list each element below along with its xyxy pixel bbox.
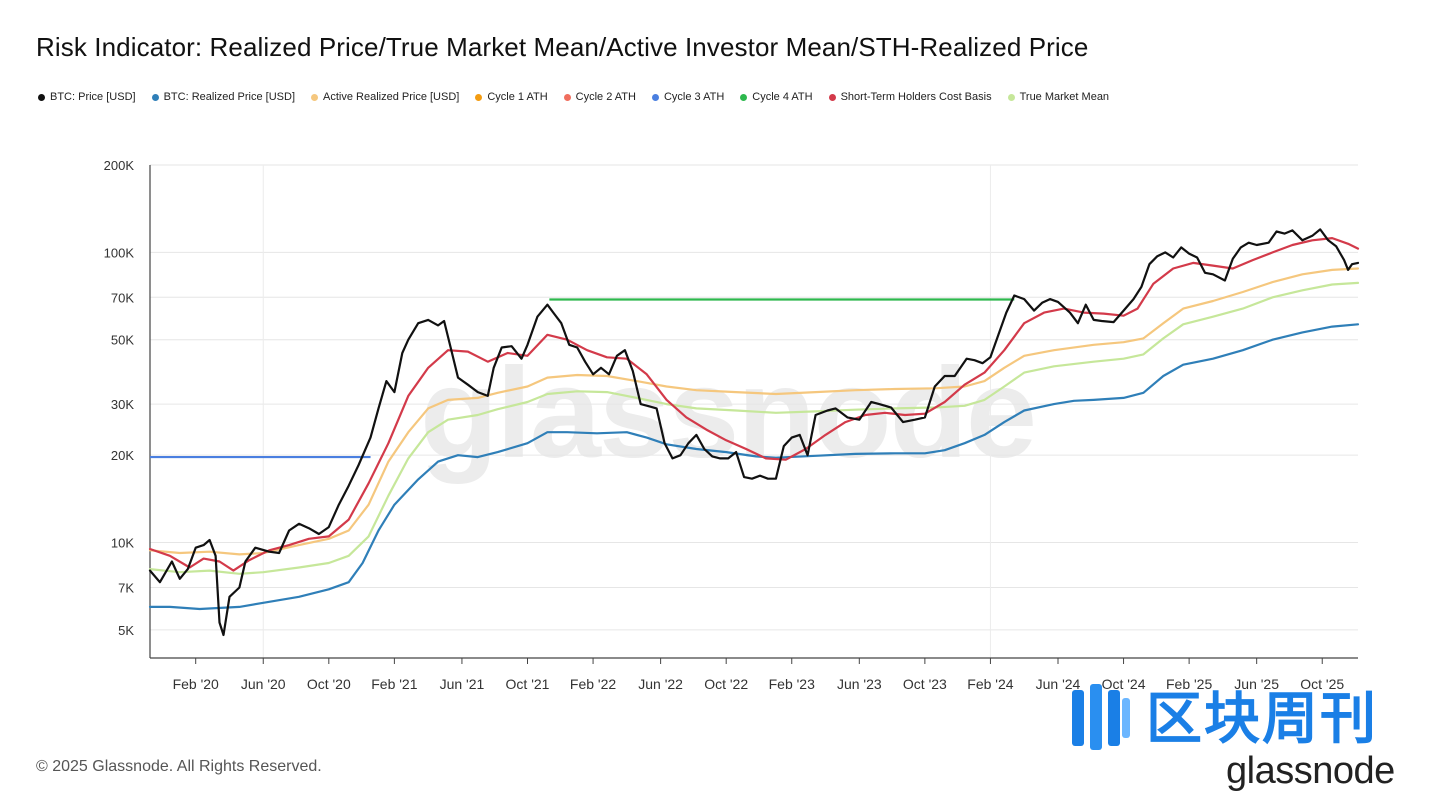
y-tick-label: 100K xyxy=(104,245,135,260)
legend-label: Short-Term Holders Cost Basis xyxy=(840,91,992,103)
y-tick-label: 200K xyxy=(104,158,135,173)
x-tick-label: Oct '25 xyxy=(1300,676,1344,692)
legend-item-btc-price[interactable]: BTC: Price [USD] xyxy=(38,91,136,103)
page-title: Risk Indicator: Realized Price/True Mark… xyxy=(36,32,1089,62)
y-tick-label: 50K xyxy=(111,333,134,348)
legend-dot-icon xyxy=(1007,93,1015,101)
x-tick-label: Feb '24 xyxy=(967,676,1013,692)
y-tick-label: 30K xyxy=(111,397,134,412)
series-line-btc-realized-price-usd xyxy=(148,323,1360,611)
legend-dot-icon xyxy=(151,93,159,101)
legend-item-realized-price[interactable]: BTC: Realized Price [USD] xyxy=(151,91,296,103)
legend-item-cycle-3-ath[interactable]: Cycle 3 ATH xyxy=(651,91,725,103)
x-tick-label: Oct '20 xyxy=(307,676,351,692)
series-line-short-term-holders-cost-basis xyxy=(148,237,1360,572)
x-tick-label: Oct '24 xyxy=(1102,676,1146,692)
legend-item-cycle-2-ath[interactable]: Cycle 2 ATH xyxy=(563,91,636,103)
legend-item-cycle-1-ath[interactable]: Cycle 1 ATH xyxy=(475,91,548,103)
copyright-footer: © 2025 Glassnode. All Rights Reserved. xyxy=(36,758,322,775)
x-tick-label: Feb '22 xyxy=(570,676,616,692)
y-tick-label: 5K xyxy=(118,623,134,638)
legend-label: BTC: Price [USD] xyxy=(50,91,136,103)
x-tick-label: Jun '20 xyxy=(241,676,286,692)
series-line-active-realized-price-usd xyxy=(148,267,1360,556)
legend-item-cycle-4-ath[interactable]: Cycle 4 ATH xyxy=(740,91,813,103)
legend-dot-icon xyxy=(828,93,836,101)
x-tick-label: Jun '25 xyxy=(1234,676,1279,692)
chart-legend: BTC: Price [USD] BTC: Realized Price [US… xyxy=(38,91,1125,103)
x-tick-label: Feb '21 xyxy=(371,676,417,692)
watermark-chinese-text: 区块周刊 xyxy=(1146,687,1378,752)
legend-label: True Market Mean xyxy=(1019,91,1110,103)
series-line-true-market-mean xyxy=(148,281,1360,575)
series-line-btc-price-usd xyxy=(148,228,1360,637)
x-tick-label: Jun '22 xyxy=(638,676,683,692)
x-tick-label: Oct '21 xyxy=(506,676,550,692)
x-tick-label: Oct '22 xyxy=(704,676,748,692)
legend-dot-icon xyxy=(311,93,319,101)
x-tick-label: Feb '23 xyxy=(769,676,815,692)
legend-label: Cycle 4 ATH xyxy=(752,91,813,103)
x-tick-label: Feb '20 xyxy=(173,676,219,692)
legend-item-sth-cost-basis[interactable]: Short-Term Holders Cost Basis xyxy=(828,91,992,103)
x-tick-label: Jun '24 xyxy=(1036,676,1081,692)
legend-label: Cycle 3 ATH xyxy=(663,91,725,103)
background-watermark: glassnode xyxy=(420,342,1037,485)
y-tick-label: 20K xyxy=(111,448,134,463)
y-tick-label: 10K xyxy=(111,536,134,551)
legend-dot-icon xyxy=(475,93,483,101)
x-tick-label: Feb '25 xyxy=(1166,676,1212,692)
legend-dot-icon xyxy=(651,93,659,101)
legend-label: Cycle 2 ATH xyxy=(575,91,636,103)
block-weekly-logo-icon xyxy=(1072,684,1130,750)
legend-label: Active Realized Price [USD] xyxy=(323,91,460,103)
y-tick-label: 70K xyxy=(111,290,134,305)
y-tick-label: 7K xyxy=(118,580,134,595)
legend-item-active-realized-price[interactable]: Active Realized Price [USD] xyxy=(311,91,459,103)
legend-label: BTC: Realized Price [USD] xyxy=(163,91,296,103)
legend-dot-icon xyxy=(740,93,748,101)
legend-label: Cycle 1 ATH xyxy=(487,91,548,103)
x-tick-label: Jun '23 xyxy=(837,676,882,692)
legend-dot-icon xyxy=(38,93,45,101)
x-tick-label: Jun '21 xyxy=(440,676,485,692)
brand-watermark: 区块周刊 glassnode xyxy=(1070,684,1415,794)
x-tick-label: Oct '23 xyxy=(903,676,947,692)
legend-item-true-market-mean[interactable]: True Market Mean xyxy=(1007,91,1110,103)
watermark-brand-text: glassnode xyxy=(1226,750,1395,792)
legend-dot-icon xyxy=(563,93,571,101)
